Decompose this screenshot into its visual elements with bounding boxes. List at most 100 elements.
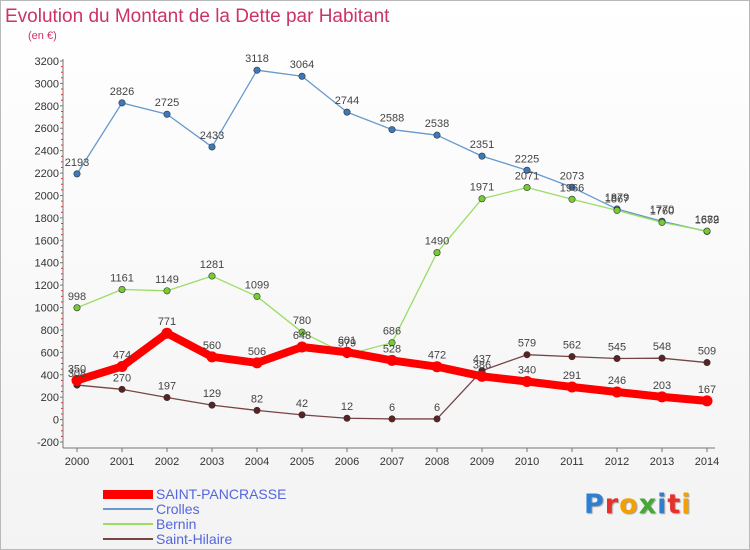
x-tick-label: 2004 bbox=[245, 456, 269, 468]
data-label: 350 bbox=[68, 363, 86, 375]
data-point bbox=[296, 341, 308, 353]
data-point bbox=[568, 195, 576, 203]
data-point bbox=[523, 351, 531, 359]
data-label: 6 bbox=[389, 402, 395, 414]
legend-swatch bbox=[103, 489, 153, 499]
data-label: 3064 bbox=[290, 59, 314, 71]
data-label: 528 bbox=[383, 343, 401, 355]
data-point bbox=[208, 143, 216, 151]
y-tick-label: 0 bbox=[53, 415, 59, 427]
data-label: 548 bbox=[653, 341, 671, 353]
data-point bbox=[388, 126, 396, 134]
data-point bbox=[343, 414, 351, 422]
data-label: 12 bbox=[341, 401, 353, 413]
y-tick-label: 2000 bbox=[35, 190, 59, 202]
data-label: 1281 bbox=[200, 259, 224, 271]
data-point bbox=[476, 370, 488, 382]
data-point bbox=[71, 374, 83, 386]
data-label: 2588 bbox=[380, 113, 404, 125]
data-point bbox=[433, 249, 441, 257]
data-label: 2433 bbox=[200, 130, 224, 142]
y-tick-label: 1000 bbox=[35, 303, 59, 315]
legend-label: Crolles bbox=[156, 501, 200, 517]
legend-label: Bernin bbox=[156, 516, 197, 532]
x-tick-label: 2013 bbox=[650, 456, 674, 468]
logo-letter: t bbox=[667, 489, 682, 520]
x-tick-label: 2012 bbox=[605, 456, 629, 468]
y-tick-label: 2200 bbox=[35, 168, 59, 180]
legend-label: Saint-Hilaire bbox=[156, 531, 233, 547]
data-point bbox=[703, 359, 711, 367]
legend-swatch bbox=[103, 508, 153, 510]
x-tick-label: 2001 bbox=[110, 456, 134, 468]
data-point bbox=[118, 99, 126, 107]
data-label: 1966 bbox=[560, 182, 584, 194]
x-tick-label: 2014 bbox=[695, 456, 719, 468]
data-point bbox=[116, 360, 128, 372]
logo-letter: o bbox=[619, 489, 639, 520]
data-label: 579 bbox=[338, 338, 356, 350]
data-point bbox=[208, 272, 216, 280]
x-tick-label: 2011 bbox=[560, 456, 584, 468]
y-tick-label: 1800 bbox=[35, 213, 59, 225]
data-point bbox=[208, 401, 216, 409]
data-label: 129 bbox=[203, 388, 221, 400]
logo-letter: P bbox=[584, 489, 605, 520]
data-label: 2193 bbox=[65, 157, 89, 169]
data-label: 545 bbox=[608, 342, 626, 354]
data-label: 3118 bbox=[245, 53, 269, 65]
logo-letter: i bbox=[657, 489, 668, 520]
y-tick-label: 200 bbox=[41, 392, 59, 404]
data-point bbox=[658, 354, 666, 362]
data-label: 2826 bbox=[110, 86, 134, 98]
x-tick-label: 2002 bbox=[155, 456, 179, 468]
data-label: 562 bbox=[563, 340, 581, 352]
data-point bbox=[703, 227, 711, 235]
data-label: 1099 bbox=[245, 279, 269, 291]
data-point bbox=[613, 355, 621, 363]
data-point bbox=[253, 66, 261, 74]
data-point bbox=[388, 415, 396, 423]
data-point bbox=[478, 152, 486, 160]
x-tick-label: 2006 bbox=[335, 456, 359, 468]
data-point bbox=[298, 72, 306, 80]
y-tick-label: -200 bbox=[37, 437, 59, 449]
legend-item: Saint-Hilaire bbox=[103, 531, 232, 547]
data-label: 1770 bbox=[650, 204, 674, 216]
y-tick-label: 1400 bbox=[35, 258, 59, 270]
data-label: 686 bbox=[383, 326, 401, 338]
logo-letter: x bbox=[638, 489, 658, 520]
logo-letter: i bbox=[681, 489, 692, 520]
data-label: 1971 bbox=[470, 182, 494, 194]
data-point bbox=[341, 346, 353, 358]
data-point bbox=[613, 206, 621, 214]
y-tick-label: 1600 bbox=[35, 235, 59, 247]
y-tick-label: 2800 bbox=[35, 101, 59, 113]
data-label: 2351 bbox=[470, 139, 494, 151]
x-tick-label: 2003 bbox=[200, 456, 224, 468]
y-tick-label: 800 bbox=[41, 325, 59, 337]
data-point bbox=[251, 357, 263, 369]
x-tick-label: 2009 bbox=[470, 456, 494, 468]
data-point bbox=[656, 391, 668, 403]
data-point bbox=[118, 285, 126, 293]
data-point bbox=[568, 183, 576, 191]
data-label: 291 bbox=[563, 370, 581, 382]
data-label: 1679 bbox=[695, 214, 719, 226]
data-label: 82 bbox=[251, 393, 263, 405]
series-line-crolles bbox=[76, 69, 708, 233]
y-tick-label: 3000 bbox=[35, 78, 59, 90]
data-label: 167 bbox=[698, 384, 716, 396]
data-point bbox=[611, 386, 623, 398]
y-tick-label: 2400 bbox=[35, 146, 59, 158]
data-label: 2538 bbox=[425, 118, 449, 130]
data-label: 648 bbox=[293, 330, 311, 342]
data-label: 506 bbox=[248, 346, 266, 358]
data-point bbox=[253, 406, 261, 414]
logo-letter: r bbox=[604, 489, 620, 520]
data-point bbox=[298, 328, 306, 336]
data-point bbox=[161, 327, 173, 339]
data-label: 474 bbox=[113, 349, 131, 361]
data-label: 998 bbox=[68, 291, 86, 303]
